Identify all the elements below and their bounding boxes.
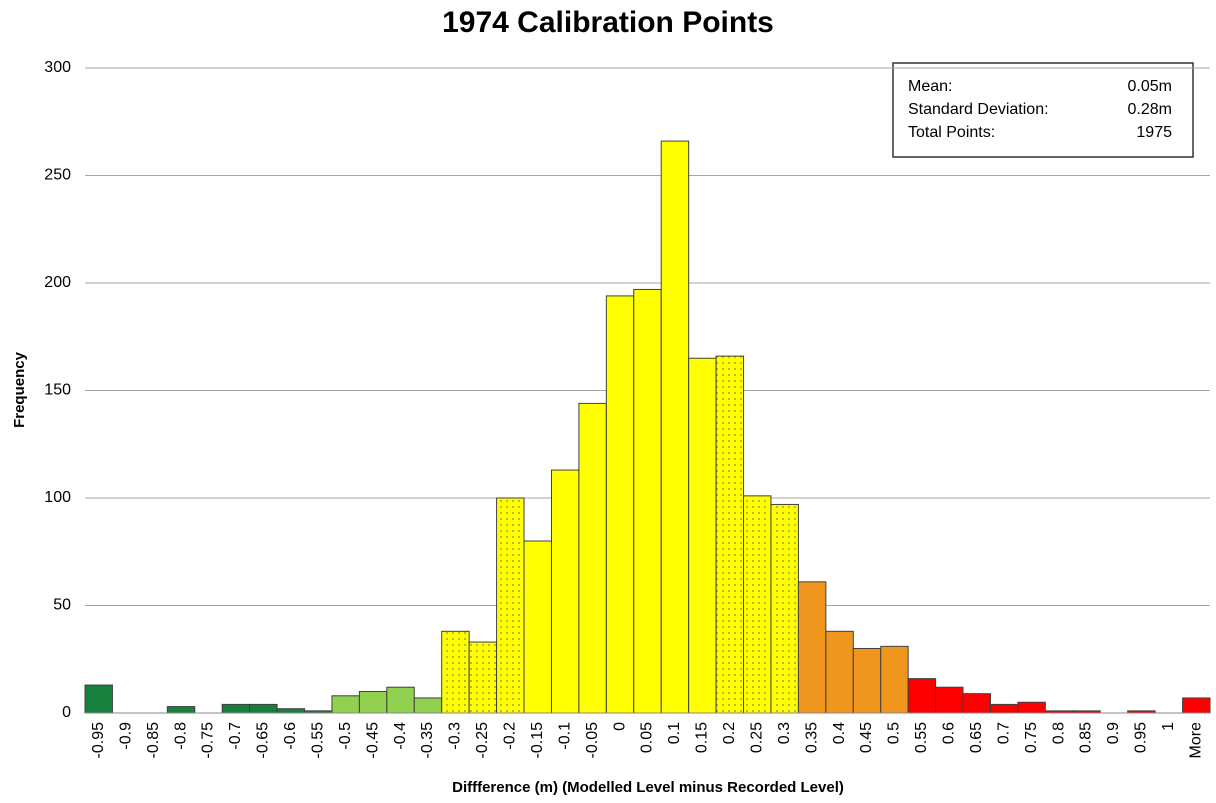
x-tick-label: 0.05: [639, 722, 656, 753]
y-tick-label: 150: [44, 382, 71, 399]
y-tick-label: 250: [44, 167, 71, 184]
bar: [962, 693, 991, 714]
x-tick-label: 0: [611, 722, 628, 731]
bar: [249, 703, 278, 714]
bar: [578, 402, 607, 714]
bar: [550, 469, 580, 714]
x-tick-label: 0.2: [721, 722, 738, 744]
stats-value: 0.05m: [1128, 78, 1172, 95]
x-tick-label: 1: [1160, 722, 1177, 731]
bar: [358, 691, 388, 714]
bar: [660, 140, 690, 714]
y-tick-label: 300: [44, 59, 71, 76]
x-tick-label: -0.35: [419, 722, 436, 759]
x-tick-label: -0.45: [364, 722, 381, 759]
x-tick-label: -0.5: [337, 722, 354, 750]
x-tick-label: 0.6: [941, 722, 958, 744]
x-tick-label: 0.15: [694, 722, 711, 753]
y-tick-label: 50: [53, 597, 71, 614]
bar: [386, 686, 415, 714]
x-tick-label: -0.75: [200, 722, 217, 759]
x-tick-label: -0.65: [255, 722, 272, 759]
stats-value: 0.28m: [1128, 101, 1172, 118]
y-tick-label: 0: [62, 704, 71, 721]
y-tick-label: 200: [44, 274, 71, 291]
stats-value: 1975: [1136, 124, 1172, 141]
x-tick-label: -0.4: [392, 722, 409, 750]
bar: [166, 706, 196, 714]
bar: [797, 581, 827, 714]
bar: [413, 697, 443, 714]
x-tick-label: More: [1187, 722, 1204, 759]
bar: [84, 684, 113, 714]
x-tick-label: 0.95: [1133, 722, 1150, 753]
x-tick-label: 0.25: [748, 722, 765, 753]
bar: [935, 686, 964, 714]
x-tick-label: -0.6: [282, 722, 299, 750]
x-tick-label: -0.1: [556, 722, 573, 750]
x-tick-label: 0.75: [1023, 722, 1040, 753]
bar: [605, 295, 635, 714]
bar: [633, 288, 662, 714]
x-tick-label: -0.8: [172, 722, 189, 750]
x-tick-label: -0.85: [145, 722, 162, 759]
x-tick-label: 0.85: [1078, 722, 1095, 753]
x-tick-label: -0.05: [584, 722, 601, 759]
bar-pattern: [496, 498, 525, 713]
bar: [880, 645, 909, 714]
bar-pattern: [743, 495, 771, 713]
chart-title: 1974 Calibration Points: [442, 6, 774, 39]
x-tick-label: 0.35: [803, 722, 820, 753]
bar-pattern: [716, 356, 744, 713]
bar: [852, 648, 882, 714]
stats-label: Mean:: [908, 78, 952, 95]
x-tick-label: -0.55: [309, 722, 326, 759]
x-tick-label: 0.4: [831, 722, 848, 744]
bar: [1017, 701, 1046, 714]
x-tick-label: 0.45: [858, 722, 875, 753]
y-tick-label: 100: [44, 489, 71, 506]
x-tick-label: 0.5: [886, 722, 903, 744]
bar-pattern: [770, 504, 799, 713]
x-tick-label: -0.2: [502, 722, 519, 750]
x-tick-label: 0.8: [1050, 722, 1067, 744]
bar: [688, 357, 717, 714]
x-tick-label: -0.25: [474, 722, 491, 759]
x-tick-label: -0.15: [529, 722, 546, 759]
bar: [523, 540, 552, 714]
x-tick-label: 0.55: [913, 722, 930, 753]
bar: [825, 630, 854, 714]
stats-box: [892, 62, 1194, 158]
bar: [276, 708, 306, 714]
bar: [1182, 697, 1211, 714]
x-tick-label: -0.9: [117, 722, 134, 750]
x-axis-label: Diffference (m) (Modelled Level minus Re…: [452, 779, 844, 796]
bar-pattern: [441, 631, 470, 713]
stats-label: Standard Deviation:: [908, 101, 1049, 118]
x-tick-label: -0.95: [90, 722, 107, 759]
y-axis-label: Frequency: [11, 351, 28, 428]
x-tick-label: 0.65: [968, 722, 985, 753]
x-tick-label: 0.9: [1105, 722, 1122, 744]
x-tick-label: 0.1: [666, 722, 683, 744]
bar: [221, 703, 251, 714]
x-tick-label: -0.7: [227, 722, 244, 750]
bar: [989, 703, 1019, 714]
bar: [907, 678, 937, 714]
x-tick-label: -0.3: [447, 722, 464, 750]
bar: [331, 695, 360, 714]
x-tick-label: 0.3: [776, 722, 793, 744]
stats-label: Total Points:: [908, 124, 995, 141]
bar-pattern: [469, 642, 497, 713]
x-tick-label: 0.7: [995, 722, 1012, 744]
